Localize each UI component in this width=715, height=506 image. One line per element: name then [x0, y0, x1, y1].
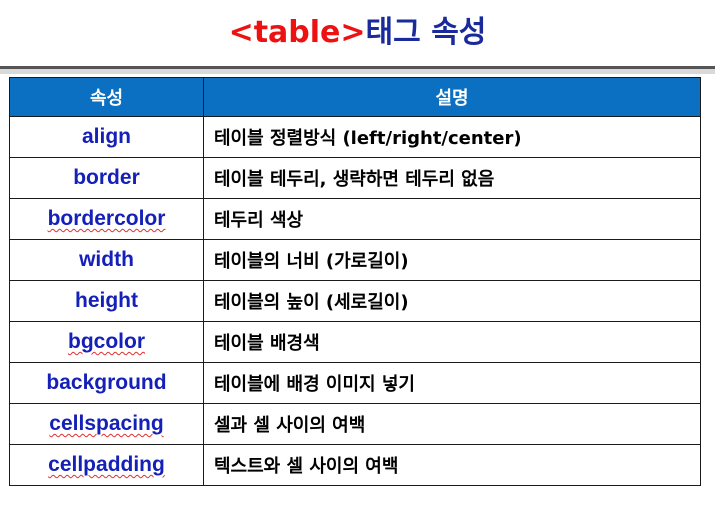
attribute-cell: bordercolor — [9, 198, 204, 240]
attribute-name: cellpadding — [48, 453, 165, 476]
description-cell: 텍스트와 셀 사이의 여백 — [203, 444, 701, 486]
table-row: bordercolor 테두리 색상 — [9, 198, 701, 240]
attribute-name: width — [79, 248, 134, 271]
description-cell: 셀과 셀 사이의 여백 — [203, 403, 701, 445]
attribute-cell: cellpadding — [9, 444, 204, 486]
page-title: <table>태그 속성 — [0, 8, 715, 58]
attribute-cell: height — [9, 280, 204, 322]
attribute-table: 속성 설명 align 테이블 정렬방식 (left/right/center)… — [9, 77, 701, 486]
description-cell: 테이블에 배경 이미지 넣기 — [203, 362, 701, 404]
attribute-name: border — [73, 166, 140, 189]
attribute-name: height — [75, 289, 138, 312]
table-row: border 테이블 테두리, 생략하면 테두리 없음 — [9, 157, 701, 199]
attribute-cell: width — [9, 239, 204, 281]
attribute-name: bordercolor — [47, 207, 166, 230]
table-row: height 테이블의 높이 (세로길이) — [9, 280, 701, 322]
table-header-row: 속성 설명 — [9, 77, 701, 117]
description-cell: 테두리 색상 — [203, 198, 701, 240]
description-cell: 테이블 정렬방식 (left/right/center) — [203, 116, 701, 158]
attribute-cell: cellspacing — [9, 403, 204, 445]
title-text: 태그 속성 — [365, 15, 487, 50]
description-cell: 테이블의 높이 (세로길이) — [203, 280, 701, 322]
table-row: align 테이블 정렬방식 (left/right/center) — [9, 116, 701, 158]
attribute-cell: border — [9, 157, 204, 199]
header-description: 설명 — [203, 77, 701, 117]
table-row: bgcolor 테이블 배경색 — [9, 321, 701, 363]
attribute-name: cellspacing — [49, 412, 164, 435]
attribute-name: align — [81, 125, 131, 148]
description-cell: 테이블 테두리, 생략하면 테두리 없음 — [203, 157, 701, 199]
attribute-cell: bgcolor — [9, 321, 204, 363]
header-attribute: 속성 — [9, 77, 204, 117]
table-row: background 테이블에 배경 이미지 넣기 — [9, 362, 701, 404]
title-tag-text: <table> — [228, 15, 366, 50]
attribute-cell: align — [9, 116, 204, 158]
table-row: width 테이블의 너비 (가로길이) — [9, 239, 701, 281]
attribute-cell: background — [9, 362, 204, 404]
table-row: cellpadding 텍스트와 셀 사이의 여백 — [9, 444, 701, 486]
title-divider — [0, 66, 715, 69]
description-cell: 테이블 배경색 — [203, 321, 701, 363]
title-divider-shadow — [0, 69, 715, 74]
attribute-name: bgcolor — [68, 330, 145, 353]
attribute-name: background — [46, 371, 167, 394]
table-row: cellspacing 셀과 셀 사이의 여백 — [9, 403, 701, 445]
description-cell: 테이블의 너비 (가로길이) — [203, 239, 701, 281]
